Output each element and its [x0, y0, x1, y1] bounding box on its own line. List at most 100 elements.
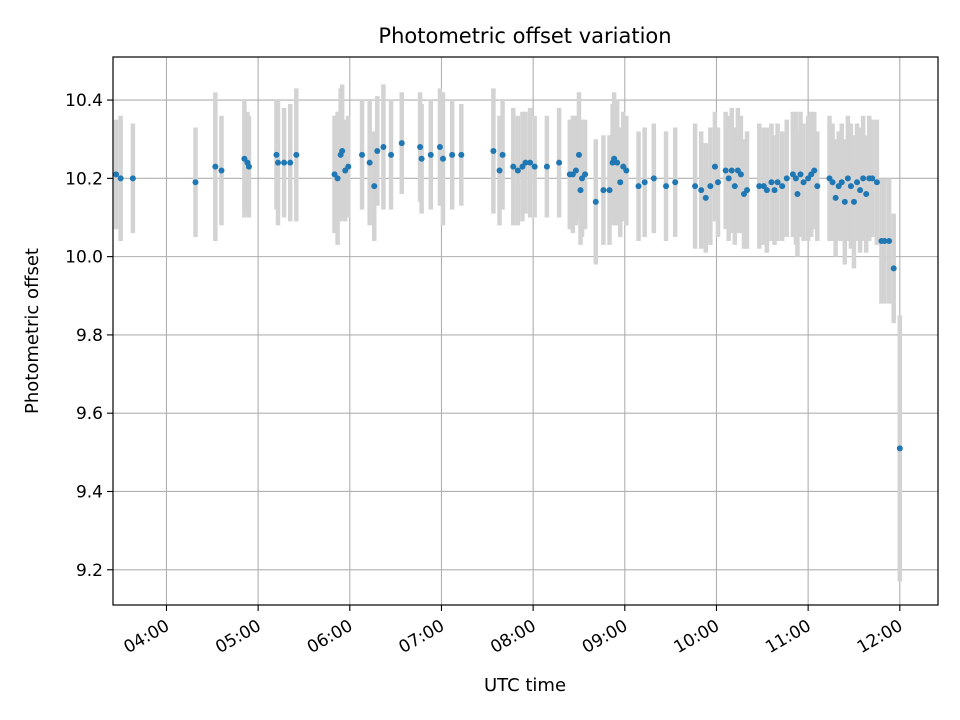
- data-point: [650, 175, 657, 182]
- data-point: [841, 198, 848, 205]
- data-point: [417, 144, 424, 151]
- data-point: [890, 265, 897, 272]
- data-point: [663, 183, 670, 190]
- data-point: [863, 191, 870, 197]
- y-tick-label: 9.2: [76, 561, 103, 581]
- data-point: [838, 179, 845, 186]
- data-point: [672, 179, 679, 186]
- data-point: [600, 187, 607, 194]
- data-point: [886, 237, 893, 244]
- data-point: [606, 187, 613, 194]
- data-point: [418, 155, 425, 162]
- data-point: [440, 155, 446, 162]
- data-point: [281, 159, 288, 166]
- data-point: [702, 194, 709, 201]
- data-point: [728, 167, 735, 174]
- data-point: [293, 151, 300, 158]
- data-point: [711, 163, 718, 170]
- data-point: [458, 151, 465, 158]
- data-point: [490, 147, 497, 154]
- data-point: [832, 194, 839, 201]
- data-point: [366, 159, 373, 166]
- data-point: [345, 163, 352, 170]
- y-tick-label: 9.4: [76, 482, 103, 502]
- data-point: [436, 144, 443, 151]
- data-point: [245, 163, 252, 170]
- x-axis-title: UTC time: [484, 675, 566, 696]
- y-axis: 9.2 9.4 9.6 9.8 10.0 10.2 10.4: [65, 91, 113, 581]
- data-points: [113, 140, 903, 452]
- data-point: [577, 187, 584, 194]
- data-point: [722, 167, 729, 174]
- y-tick-label: 10.0: [65, 248, 103, 268]
- data-point: [514, 167, 521, 174]
- data-point: [427, 151, 434, 158]
- data-point: [359, 151, 366, 158]
- data-point: [797, 171, 804, 178]
- data-point: [218, 167, 225, 174]
- data-point: [623, 167, 630, 174]
- data-point: [800, 179, 807, 186]
- data-point: [380, 144, 387, 151]
- data-point: [371, 183, 378, 190]
- data-point: [192, 179, 199, 186]
- data-point: [847, 183, 854, 190]
- plot-frame: [112, 56, 939, 606]
- data-point: [641, 179, 648, 186]
- data-point: [572, 167, 579, 174]
- data-point: [881, 237, 888, 244]
- data-point: [614, 159, 621, 166]
- data-point: [737, 171, 744, 178]
- data-point: [212, 163, 219, 170]
- data-point: [617, 179, 624, 186]
- data-point: [794, 191, 801, 197]
- data-point: [635, 183, 642, 190]
- data-point: [763, 187, 770, 194]
- data-point: [129, 175, 136, 182]
- data-point: [543, 163, 550, 170]
- data-point: [779, 183, 786, 190]
- data-point: [339, 147, 346, 154]
- data-point: [783, 175, 790, 182]
- data-point: [768, 179, 775, 186]
- data-point: [556, 159, 563, 166]
- data-point: [844, 175, 851, 182]
- data-point: [510, 163, 517, 170]
- data-point: [857, 187, 864, 194]
- y-tick-label: 10.4: [65, 91, 103, 111]
- data-point: [522, 159, 529, 166]
- data-point: [499, 151, 506, 158]
- data-point: [756, 183, 763, 190]
- y-tick-label: 9.6: [76, 404, 103, 424]
- data-point: [692, 183, 699, 190]
- data-point: [731, 183, 738, 190]
- data-point: [829, 179, 836, 186]
- y-tick-label: 9.8: [76, 326, 103, 346]
- data-point: [744, 187, 751, 194]
- chart-title: Photometric offset variation: [378, 24, 671, 48]
- data-point: [287, 159, 294, 166]
- data-point: [896, 445, 903, 452]
- data-point: [374, 147, 381, 154]
- data-point: [698, 187, 705, 194]
- y-axis-title: Photometric offset: [22, 248, 43, 414]
- data-point: [582, 171, 589, 178]
- data-point: [496, 167, 503, 174]
- data-point: [771, 187, 778, 194]
- data-point: [575, 151, 582, 158]
- data-point: [850, 198, 857, 205]
- data-point: [811, 167, 818, 174]
- data-point: [273, 151, 280, 158]
- data-point: [113, 171, 120, 178]
- data-point: [854, 179, 861, 186]
- data-point: [725, 175, 732, 182]
- data-point: [814, 183, 821, 190]
- data-point: [527, 159, 534, 166]
- data-point: [715, 179, 721, 186]
- data-point: [774, 179, 781, 186]
- data-point: [873, 179, 880, 186]
- data-point: [398, 140, 405, 147]
- data-point: [117, 175, 124, 182]
